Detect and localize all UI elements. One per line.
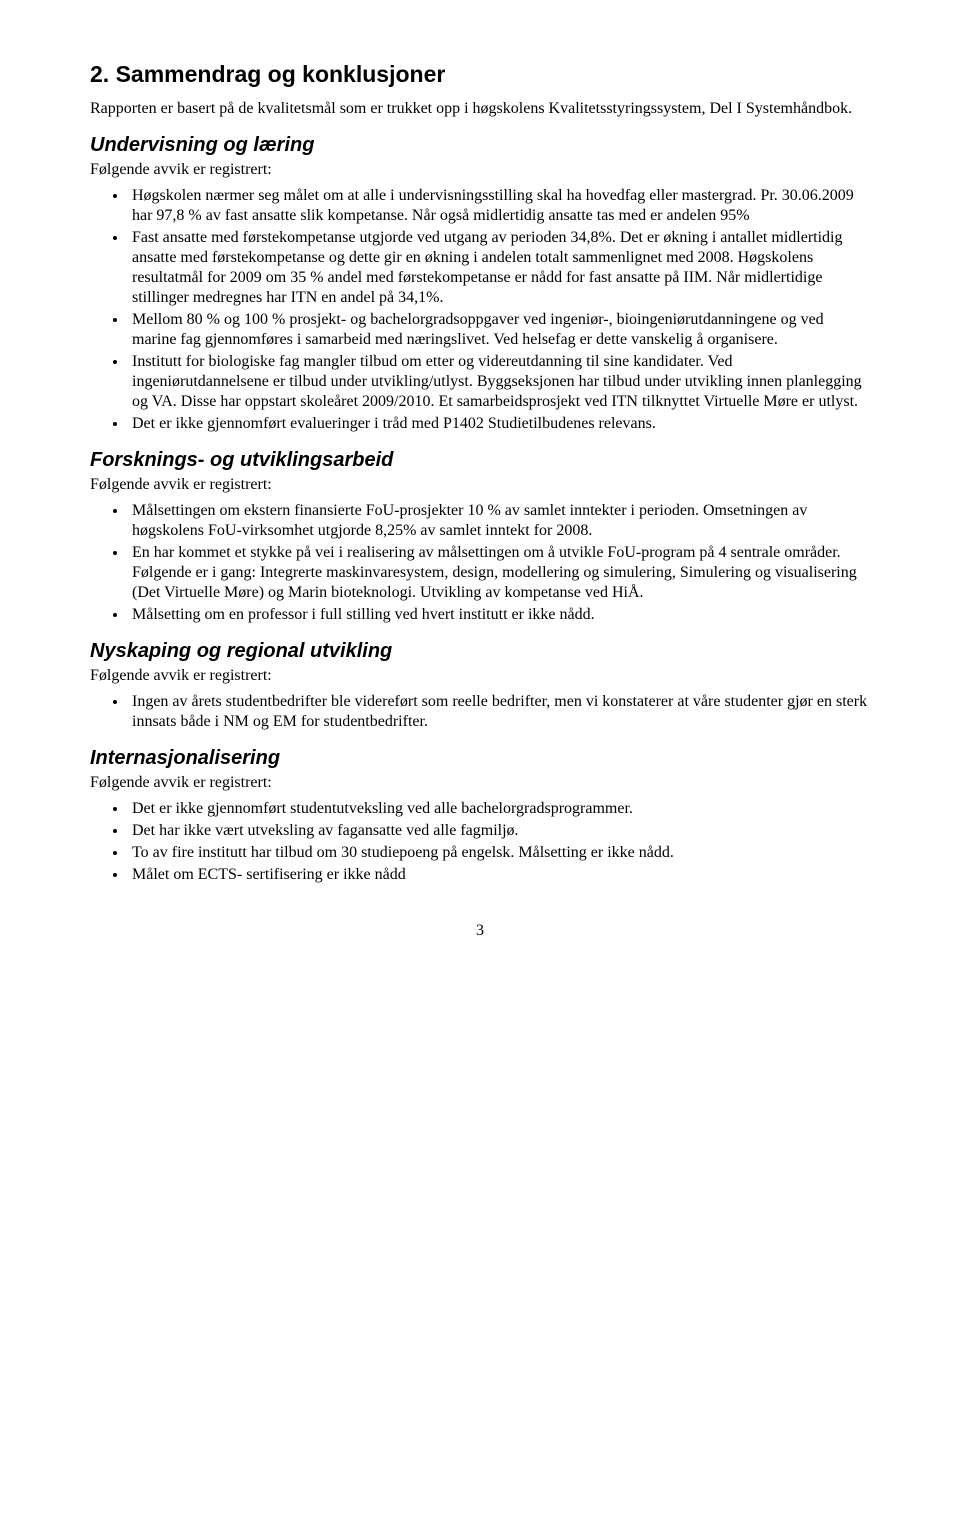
page-number: 3: [90, 921, 870, 941]
list-item: Mellom 80 % og 100 % prosjekt- og bachel…: [128, 310, 870, 350]
list-item: Det har ikke vært utveksling av fagansat…: [128, 821, 870, 841]
list-item: Det er ikke gjennomført evalueringer i t…: [128, 414, 870, 434]
section-heading-undervisning: Undervisning og læring: [90, 133, 870, 158]
section-lead: Følgende avvik er registrert:: [90, 160, 870, 180]
intro-paragraph: Rapporten er basert på de kvalitetsmål s…: [90, 99, 870, 119]
list-item: Institutt for biologiske fag mangler til…: [128, 352, 870, 412]
section-lead: Følgende avvik er registrert:: [90, 475, 870, 495]
list-item: En har kommet et stykke på vei i realise…: [128, 543, 870, 603]
section-heading-forskning: Forsknings- og utviklingsarbeid: [90, 448, 870, 473]
section-lead: Følgende avvik er registrert:: [90, 773, 870, 793]
bullet-list: Målsettingen om ekstern finansierte FoU-…: [90, 501, 870, 625]
section-heading-internasjonalisering: Internasjonalisering: [90, 746, 870, 771]
section-heading-nyskaping: Nyskaping og regional utvikling: [90, 639, 870, 664]
bullet-list: Høgskolen nærmer seg målet om at alle i …: [90, 186, 870, 434]
list-item: Målsetting om en professor i full stilli…: [128, 605, 870, 625]
bullet-list: Ingen av årets studentbedrifter ble vide…: [90, 692, 870, 732]
list-item: Målsettingen om ekstern finansierte FoU-…: [128, 501, 870, 541]
list-item: Målet om ECTS- sertifisering er ikke nåd…: [128, 865, 870, 885]
list-item: Ingen av årets studentbedrifter ble vide…: [128, 692, 870, 732]
section-lead: Følgende avvik er registrert:: [90, 666, 870, 686]
bullet-list: Det er ikke gjennomført studentutvekslin…: [90, 799, 870, 885]
list-item: Fast ansatte med førstekompetanse utgjor…: [128, 228, 870, 308]
list-item: Det er ikke gjennomført studentutvekslin…: [128, 799, 870, 819]
list-item: Høgskolen nærmer seg målet om at alle i …: [128, 186, 870, 226]
list-item: To av fire institutt har tilbud om 30 st…: [128, 843, 870, 863]
page-heading: 2. Sammendrag og konklusjoner: [90, 60, 870, 89]
